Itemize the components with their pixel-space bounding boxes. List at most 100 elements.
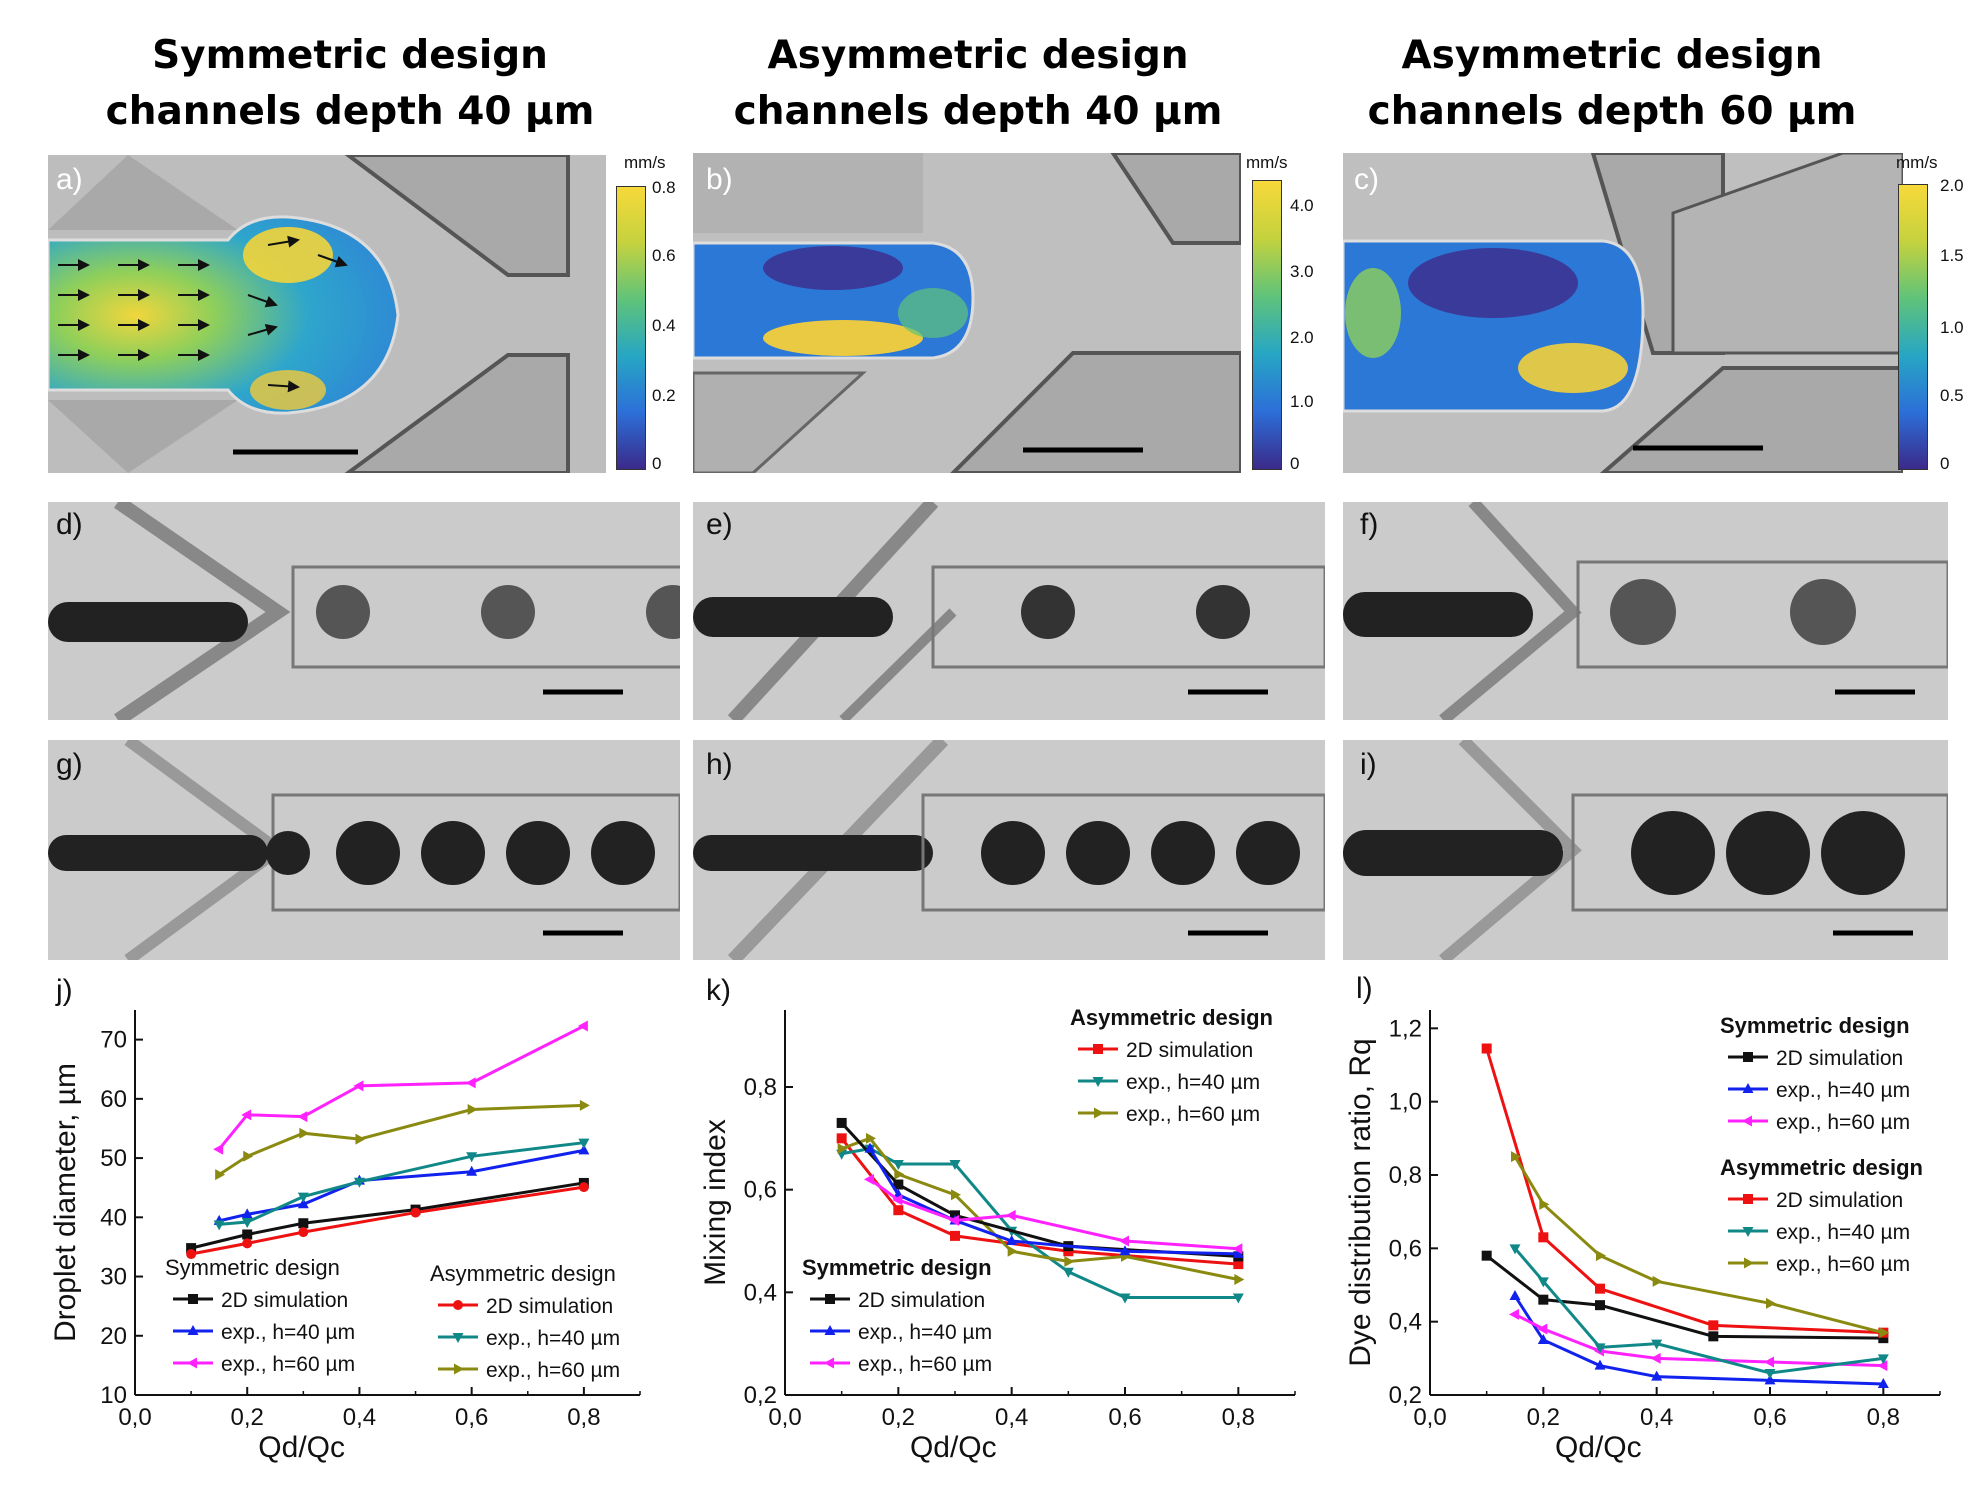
series-line [1513,1247,1884,1375]
data-point [298,1227,309,1238]
y-tick-label: 0,8 [1389,1162,1422,1189]
y-axis-label: Dye distribution ratio, Rq [1344,1038,1377,1366]
microchannel-illustration [48,155,606,473]
x-tick-label: 0,8 [1222,1404,1255,1431]
data-point [186,1243,197,1254]
data-point [1064,1256,1075,1268]
legend-title: Asymmetric design [430,1261,616,1286]
data-point [864,1173,874,1185]
series [1509,1290,1889,1388]
colorbar-tick: 0 [652,454,662,473]
panel-label-h: h) [706,748,733,781]
colorbar-unit: mm/s [1246,153,1288,172]
column-title-1: Symmetric design channels depth 40 µm [30,28,670,140]
data-point [1509,1290,1521,1300]
x-tick-label: 0,4 [343,1404,376,1431]
velocity-field-image-b [693,153,1241,473]
data-point [453,1300,463,1310]
chart-dye-distribution-ratio: 0,0 0,2 0,4 0,6 0,80,20,40,60,81,01,2Qd/QcDy… [1344,1010,1941,1464]
legend-label: 2D simulation [1776,1189,1903,1212]
data-point [578,1144,590,1155]
data-point [1708,1320,1719,1331]
data-point [894,1168,905,1180]
panel-label-f: f) [1360,508,1379,541]
data-point [186,1249,197,1260]
legend-label: exp., h=60 µm [1126,1103,1260,1126]
y-tick-label: 0,6 [744,1177,777,1204]
y-tick-label: 1,2 [1389,1015,1422,1042]
data-point [578,1182,589,1193]
data-point [187,1325,199,1335]
x-tick-label: 0,0 [768,1404,801,1431]
data-point [1652,1275,1663,1287]
x-tick-label: 0,6 [455,1404,488,1431]
data-point [1538,1232,1549,1243]
data-point [299,1127,310,1139]
data-point [187,1357,197,1369]
legend-label: exp., h=60 µm [1776,1253,1910,1276]
data-point [1232,1247,1244,1258]
column-title-2: Asymmetric design channels depth 40 µm [658,28,1298,140]
data-point [466,1165,478,1176]
data-point [950,1230,960,1241]
microchannel-illustration [48,502,680,720]
series-line [1513,1295,1884,1386]
panel-label-a: a) [56,163,83,196]
x-tick-label: 0,8 [567,1404,600,1431]
data-point [188,1294,198,1304]
data-point [1878,1333,1889,1344]
data-point [1094,1107,1104,1119]
series [1509,1244,1889,1379]
title-line-1: Asymmetric design [767,33,1189,78]
colorbar-tick: 0 [1940,454,1950,473]
y-tick-label: 70 [100,1027,127,1054]
y-tick-label: 0,2 [1389,1382,1422,1409]
data-point [215,1169,226,1181]
legend-label: 2D simulation [858,1289,985,1312]
data-point [1764,1369,1776,1379]
data-point [1744,1257,1754,1269]
data-point [1877,1378,1889,1388]
x-axis-label: Qd/Qc [258,1431,345,1464]
legend-title: Symmetric design [165,1255,340,1280]
x-tick-label: 0,0 [1413,1404,1446,1431]
data-point [297,1198,309,1209]
legend-label: exp., h=60 µm [221,1353,355,1376]
series-line [869,1178,1239,1251]
data-point [242,1238,253,1249]
series-line [1513,1155,1884,1335]
data-point [353,1177,365,1188]
series-line [219,1141,585,1226]
title-line-1: Symmetric design [152,33,548,78]
colorbar-tick: 0 [1290,454,1300,473]
data-point [1594,1359,1606,1370]
y-tick-label: 60 [100,1086,127,1113]
legend-label: exp., h=40 µm [221,1321,355,1344]
panel-label-e: e) [706,508,733,541]
data-point [1595,1283,1605,1294]
legend-label: exp., h=60 µm [486,1359,620,1382]
data-point [1742,1083,1754,1093]
microchannel-illustration [1343,502,1948,720]
x-tick-label: 0,6 [1753,1404,1786,1431]
panel-label-i: i) [1360,748,1377,781]
droplet-image-e [693,502,1325,720]
series-line [868,1147,1239,1256]
y-axis-label: Droplet diameter, µm [49,1063,82,1342]
legend-label: 2D simulation [1126,1039,1253,1062]
data-point [466,1152,478,1163]
colorbar-c [1898,184,1928,470]
data-point [1596,1250,1606,1262]
colorbar-tick: 1.5 [1940,246,1964,265]
velocity-field-image-c [1343,153,1903,473]
colorbar-tick: 2.0 [1290,328,1314,347]
y-tick-label: 40 [100,1204,127,1231]
colorbar-unit: mm/s [1896,153,1938,172]
series [1509,1308,1888,1372]
legend-title: Asymmetric design [1070,1005,1273,1030]
data-point [1650,1352,1661,1364]
data-point [892,1160,904,1170]
data-point [1651,1339,1663,1350]
y-tick-label: 10 [100,1382,127,1409]
data-point [1092,1077,1104,1087]
